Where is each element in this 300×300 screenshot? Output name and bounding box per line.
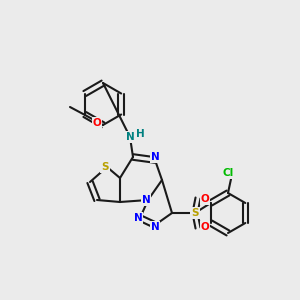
Text: O: O [201, 194, 209, 204]
Text: S: S [101, 162, 109, 172]
Text: N: N [134, 213, 142, 223]
Text: N: N [142, 195, 150, 205]
Text: O: O [201, 222, 209, 232]
Text: Cl: Cl [222, 168, 234, 178]
Text: N: N [151, 222, 159, 232]
Text: N: N [126, 132, 134, 142]
Text: N: N [151, 152, 159, 162]
Text: S: S [191, 208, 199, 218]
Text: O: O [93, 118, 101, 128]
Text: H: H [136, 129, 144, 139]
